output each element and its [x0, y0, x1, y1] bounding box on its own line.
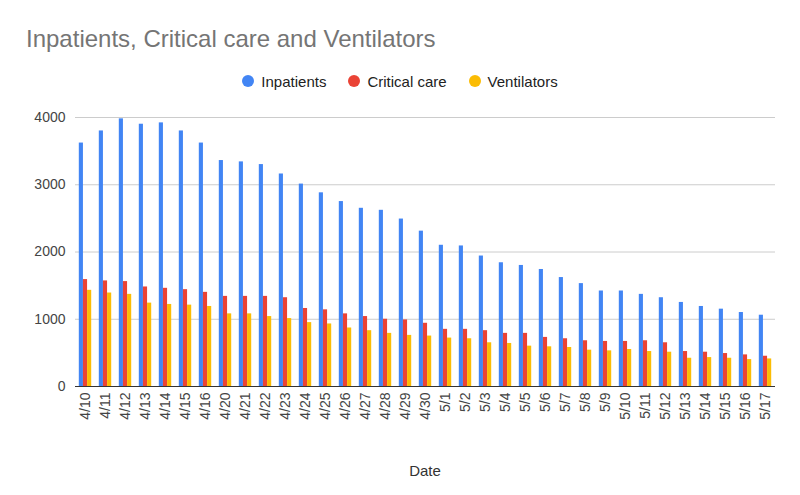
- svg-text:4/22: 4/22: [257, 392, 273, 419]
- svg-text:4/28: 4/28: [377, 392, 393, 419]
- svg-text:4/23: 4/23: [277, 392, 293, 419]
- svg-text:5/13: 5/13: [677, 392, 693, 419]
- svg-text:0: 0: [58, 378, 66, 394]
- svg-text:4000: 4000: [34, 109, 65, 125]
- svg-text:5/4: 5/4: [497, 392, 513, 412]
- html-text:Inpatients: Inpatients: [261, 72, 327, 90]
- svg-text:5/14: 5/14: [697, 392, 713, 419]
- html-text:Ventilators: Ventilators: [487, 72, 558, 90]
- svg-text:4/14: 4/14: [157, 392, 173, 419]
- svg-text:2000: 2000: [34, 243, 65, 259]
- svg-text:5/6: 5/6: [537, 392, 553, 412]
- svg-text:5/5: 5/5: [517, 392, 533, 412]
- svg-text:4/30: 4/30: [417, 392, 433, 419]
- svg-text:5/17: 5/17: [757, 392, 773, 419]
- svg-text:5/12: 5/12: [657, 392, 673, 419]
- html-text:Inpatients, Critical care and: Inpatients, Critical care and Ventilator…: [26, 25, 436, 52]
- svg-text:1000: 1000: [34, 311, 65, 327]
- svg-text:5/8: 5/8: [577, 392, 593, 412]
- svg-text:3000: 3000: [34, 176, 65, 192]
- svg-text:5/1: 5/1: [437, 392, 453, 412]
- svg-text:4/29: 4/29: [397, 392, 413, 419]
- html-text:Date: Date: [409, 462, 441, 479]
- svg-text:4/21: 4/21: [237, 392, 253, 419]
- svg-text:5/11: 5/11: [637, 392, 653, 418]
- svg-text:5/2: 5/2: [457, 392, 473, 412]
- html-text:Critical care: Critical care: [367, 72, 447, 90]
- svg-text:5/9: 5/9: [597, 392, 613, 412]
- svg-text:5/16: 5/16: [737, 392, 753, 419]
- svg-text:4/16: 4/16: [197, 392, 213, 419]
- svg-text:4/26: 4/26: [337, 392, 353, 419]
- svg-text:4/25: 4/25: [317, 392, 333, 419]
- svg-text:4/20: 4/20: [217, 392, 233, 419]
- svg-text:4/10: 4/10: [77, 392, 93, 419]
- svg-text:5/15: 5/15: [717, 392, 733, 419]
- svg-text:4/24: 4/24: [297, 392, 313, 419]
- svg-text:4/12: 4/12: [117, 392, 133, 419]
- svg-text:5/10: 5/10: [617, 392, 633, 419]
- svg-text:4/13: 4/13: [137, 392, 153, 419]
- svg-text:5/3: 5/3: [477, 392, 493, 412]
- svg-text:4/27: 4/27: [357, 392, 373, 419]
- svg-text:4/15: 4/15: [177, 392, 193, 419]
- svg-text:5/7: 5/7: [557, 392, 573, 412]
- svg-text:4/11: 4/11: [97, 392, 113, 418]
